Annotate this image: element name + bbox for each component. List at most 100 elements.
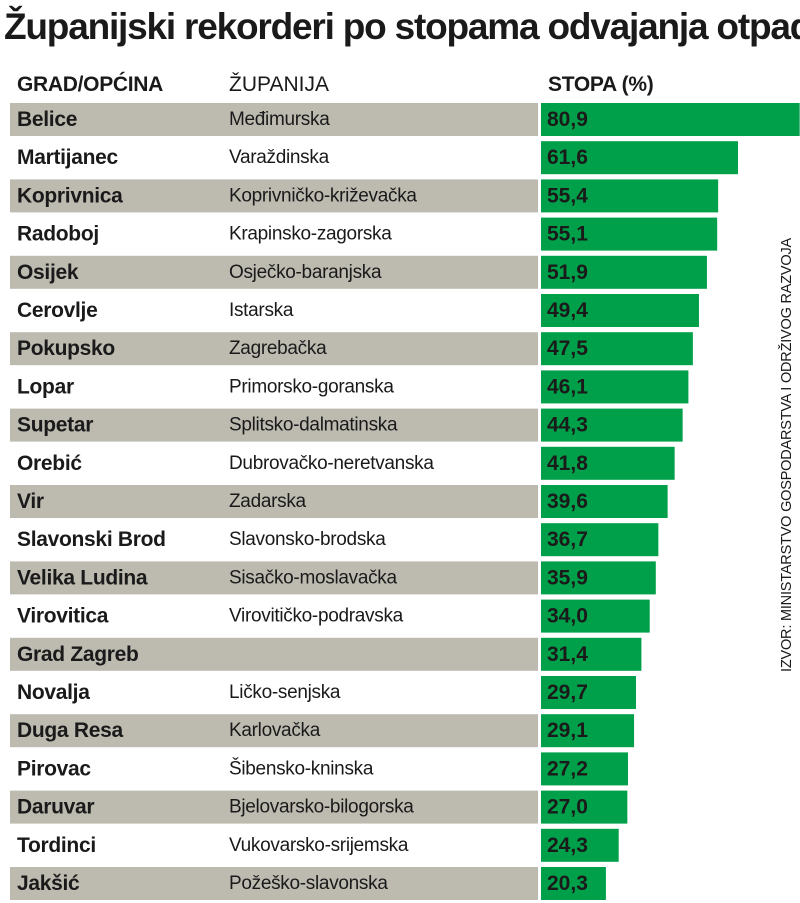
bar <box>541 179 719 213</box>
city-label: Orebić <box>17 452 82 475</box>
county-label: Istarska <box>229 300 294 321</box>
value-label: 35,9 <box>547 566 588 589</box>
column-header-rate: STOPA (%) <box>548 73 654 96</box>
city-label: Martijanec <box>17 146 118 169</box>
value-label: 44,3 <box>547 414 588 437</box>
value-label: 80,9 <box>547 108 588 131</box>
city-label: Virovitica <box>17 605 109 628</box>
city-label: Velika Ludina <box>17 566 148 589</box>
bar <box>541 217 718 251</box>
county-label: Osječko-baranjska <box>229 262 382 283</box>
value-label: 20,3 <box>547 872 588 895</box>
column-header-county: ŽUPANIJA <box>229 73 329 96</box>
county-label: Zadarska <box>229 491 307 512</box>
county-label: Dubrovačko-neretvanska <box>229 453 434 474</box>
county-label: Sisačko-moslavačka <box>229 567 398 588</box>
value-label: 29,1 <box>547 719 588 742</box>
bar <box>541 408 683 442</box>
city-label: Koprivnica <box>17 184 123 207</box>
county-label: Primorsko-goranska <box>229 376 394 397</box>
county-label: Virovitičko-podravska <box>229 606 404 627</box>
row-stripe <box>10 485 538 518</box>
county-label: Bjelovarsko-bilogorska <box>229 797 414 818</box>
city-label: Pirovac <box>17 757 91 780</box>
county-label: Krapinsko-zagorska <box>229 224 392 245</box>
value-label: 41,8 <box>547 452 588 475</box>
row-stripe <box>10 255 538 289</box>
city-label: Vir <box>17 490 44 513</box>
row-stripe <box>10 103 538 136</box>
bar <box>541 255 707 289</box>
county-label: Zagrebačka <box>229 338 327 359</box>
city-label: Supetar <box>17 414 93 437</box>
city-label: Pokupsko <box>17 337 115 360</box>
bar <box>541 637 642 671</box>
row-stripe <box>10 561 538 595</box>
value-label: 34,0 <box>547 605 588 628</box>
county-label: Varaždinska <box>229 147 330 168</box>
value-label: 27,2 <box>547 757 588 780</box>
row-stripe <box>10 790 538 824</box>
county-label: Koprivničko-križevačka <box>229 185 417 206</box>
bar <box>541 332 693 366</box>
row-stripe <box>10 179 538 213</box>
bar <box>541 599 650 633</box>
county-label: Požeško-slavonska <box>229 873 388 894</box>
value-label: 55,1 <box>547 223 588 246</box>
value-label: 24,3 <box>547 834 588 857</box>
bar <box>541 790 628 824</box>
county-label: Splitsko-dalmatinska <box>229 415 398 436</box>
value-label: 29,7 <box>547 681 588 704</box>
county-label: Vukovarsko-srijemska <box>229 835 409 856</box>
bar <box>541 561 656 595</box>
bar <box>541 141 738 175</box>
column-header-city: GRAD/OPĆINA <box>17 73 164 96</box>
bar <box>541 676 636 709</box>
bar <box>541 370 689 404</box>
bar <box>541 446 675 480</box>
source-note: IZVOR: MINISTARSTVO GOSPODARSTVA I ODRŽI… <box>779 238 795 672</box>
value-label: 61,6 <box>547 146 588 169</box>
bar <box>541 752 628 786</box>
value-label: 46,1 <box>547 375 588 398</box>
county-label: Ličko-senjska <box>229 682 341 703</box>
city-label: Grad Zagreb <box>17 643 139 666</box>
city-label: Lopar <box>17 375 74 398</box>
row-stripe <box>10 637 538 671</box>
bar <box>541 828 619 862</box>
value-label: 31,4 <box>547 643 588 666</box>
value-label: 27,0 <box>547 796 588 819</box>
row-stripe <box>10 867 538 900</box>
value-label: 55,4 <box>547 184 588 207</box>
row-stripe <box>10 714 538 748</box>
value-label: 47,5 <box>547 337 588 360</box>
value-label: 36,7 <box>547 528 588 551</box>
city-label: Belice <box>17 108 77 131</box>
chart-title: Županijski rekorderi po stopama odvajanj… <box>4 6 800 47</box>
row-stripe <box>10 408 538 442</box>
city-label: Cerovlje <box>17 299 97 322</box>
city-label: Jakšić <box>17 872 80 895</box>
value-label: 51,9 <box>547 261 588 284</box>
county-label: Slavonsko-brodska <box>229 529 386 550</box>
county-label: Šibensko-kninska <box>229 757 374 779</box>
value-label: 39,6 <box>547 490 588 513</box>
city-label: Duga Resa <box>17 719 123 742</box>
bar <box>541 294 699 327</box>
bar <box>541 103 800 136</box>
bar <box>541 867 606 900</box>
bar <box>541 714 635 748</box>
county-label: Karlovačka <box>229 720 321 741</box>
city-label: Novalja <box>17 681 90 704</box>
city-label: Slavonski Brod <box>17 528 166 551</box>
row-stripe <box>10 332 538 366</box>
city-label: Radoboj <box>17 223 99 246</box>
bar <box>541 485 668 518</box>
bar <box>541 523 659 557</box>
city-label: Tordinci <box>17 834 96 857</box>
city-label: Daruvar <box>17 796 94 819</box>
value-label: 49,4 <box>547 299 588 322</box>
city-label: Osijek <box>17 261 79 284</box>
county-label: Međimurska <box>229 109 330 130</box>
